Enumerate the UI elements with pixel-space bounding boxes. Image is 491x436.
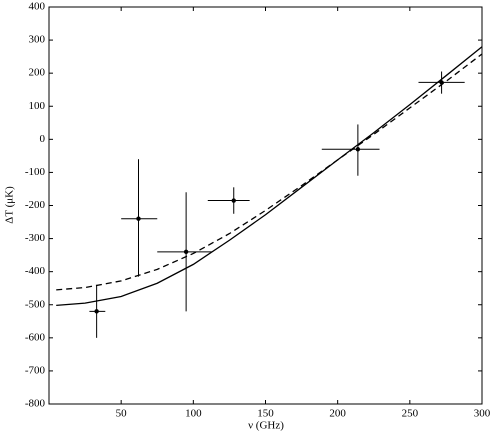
y-tick-label: 300 (29, 34, 46, 46)
y-tick-label: -600 (25, 331, 46, 343)
data-point (94, 309, 99, 314)
y-tick-label: -400 (25, 265, 46, 277)
y-tick-label: -300 (25, 232, 46, 244)
y-tick-label: 0 (40, 133, 46, 145)
y-tick-label: 200 (29, 67, 46, 79)
x-tick-label: 200 (329, 408, 346, 420)
x-tick-label: 150 (257, 408, 274, 420)
x-tick-label: 300 (474, 408, 491, 420)
data-point (355, 147, 361, 152)
x-tick-label: 100 (185, 408, 202, 420)
y-tick-label: 400 (29, 1, 46, 13)
y-tick-label: 100 (29, 100, 46, 112)
y-axis-label: ΔT (μK) (4, 186, 16, 224)
data-point (183, 249, 189, 255)
x-axis-label: ν (GHz) (248, 420, 284, 432)
y-tick-label: -100 (25, 166, 46, 178)
x-tick-label: 50 (116, 408, 128, 420)
data-point (439, 80, 444, 85)
y-tick-label: -800 (25, 398, 46, 410)
y-tick-label: -200 (25, 199, 46, 211)
y-tick-label: -500 (25, 298, 46, 310)
y-tick-label: -700 (25, 364, 46, 376)
x-tick-label: 250 (402, 408, 419, 420)
model-curve (56, 46, 483, 307)
model-curve (56, 53, 483, 291)
plot-frame (48, 6, 483, 405)
data-point (136, 216, 141, 221)
data-point (231, 198, 236, 203)
